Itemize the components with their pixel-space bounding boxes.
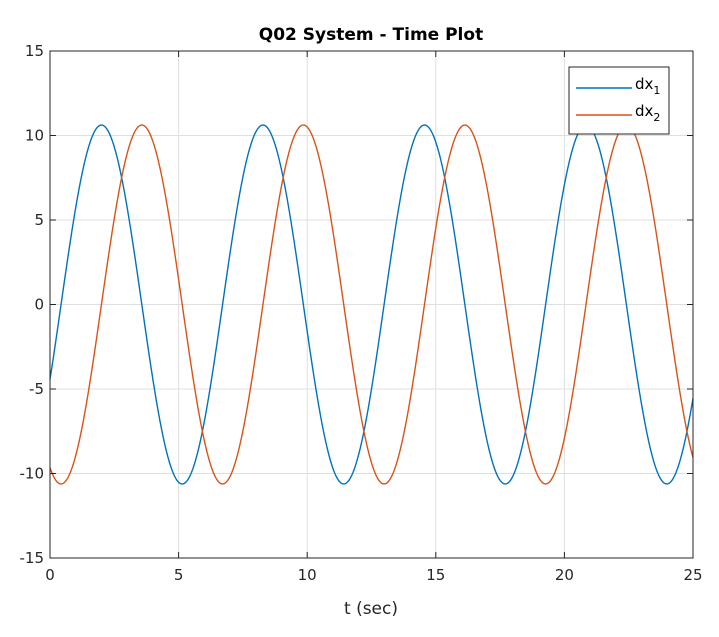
series-line-dx2 <box>49 124 694 485</box>
x-tick-label-3: 15 <box>426 566 445 584</box>
y-tick-label-4: 5 <box>34 211 44 229</box>
x-axis-label: t (sec) <box>344 599 398 619</box>
legend-label-dx2: dx2 <box>635 102 660 124</box>
y-tick-label-6: 15 <box>25 42 44 60</box>
tick-labels: 0 5 10 15 20 25 -15 -10 -5 0 5 10 15 <box>20 42 703 584</box>
x-tick-label-5: 25 <box>683 566 702 584</box>
chart-title: Q02 System - Time Plot <box>259 25 483 45</box>
y-tick-label-0: -15 <box>20 549 45 567</box>
x-tick-label-2: 10 <box>298 566 317 584</box>
y-tick-label-3: 0 <box>34 296 44 314</box>
axis-ticks <box>49 50 694 559</box>
x-tick-label-1: 5 <box>174 566 184 584</box>
x-tick-label-4: 20 <box>555 566 574 584</box>
legend-label-dx1: dx1 <box>635 75 660 97</box>
legend-box <box>568 66 670 135</box>
x-tick-label-0: 0 <box>45 566 55 584</box>
y-tick-label-1: -10 <box>20 465 45 483</box>
y-tick-label-2: -5 <box>29 380 44 398</box>
y-tick-label-5: 10 <box>25 127 44 145</box>
